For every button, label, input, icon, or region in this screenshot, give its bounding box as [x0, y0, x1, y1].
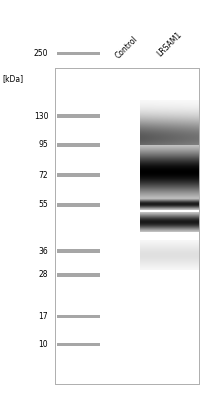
- Text: 10: 10: [39, 340, 48, 349]
- Text: 72: 72: [39, 171, 48, 180]
- Bar: [57, 315, 100, 318]
- Text: 250: 250: [34, 49, 48, 58]
- Bar: [57, 143, 100, 147]
- Text: LRSAM1: LRSAM1: [154, 30, 183, 58]
- Bar: [55, 68, 198, 384]
- Bar: [57, 273, 100, 277]
- Text: 55: 55: [38, 200, 48, 209]
- Bar: [57, 342, 100, 346]
- Text: Control: Control: [113, 34, 139, 60]
- Text: [kDa]: [kDa]: [3, 74, 24, 83]
- Bar: [57, 52, 100, 55]
- Text: 36: 36: [38, 246, 48, 256]
- Text: 95: 95: [38, 140, 48, 150]
- Bar: [55, 68, 198, 384]
- Text: 17: 17: [39, 312, 48, 321]
- Bar: [57, 114, 100, 118]
- Bar: [57, 203, 100, 206]
- Text: 28: 28: [39, 270, 48, 280]
- Bar: [57, 174, 100, 177]
- Bar: [57, 249, 100, 253]
- Text: 130: 130: [34, 112, 48, 121]
